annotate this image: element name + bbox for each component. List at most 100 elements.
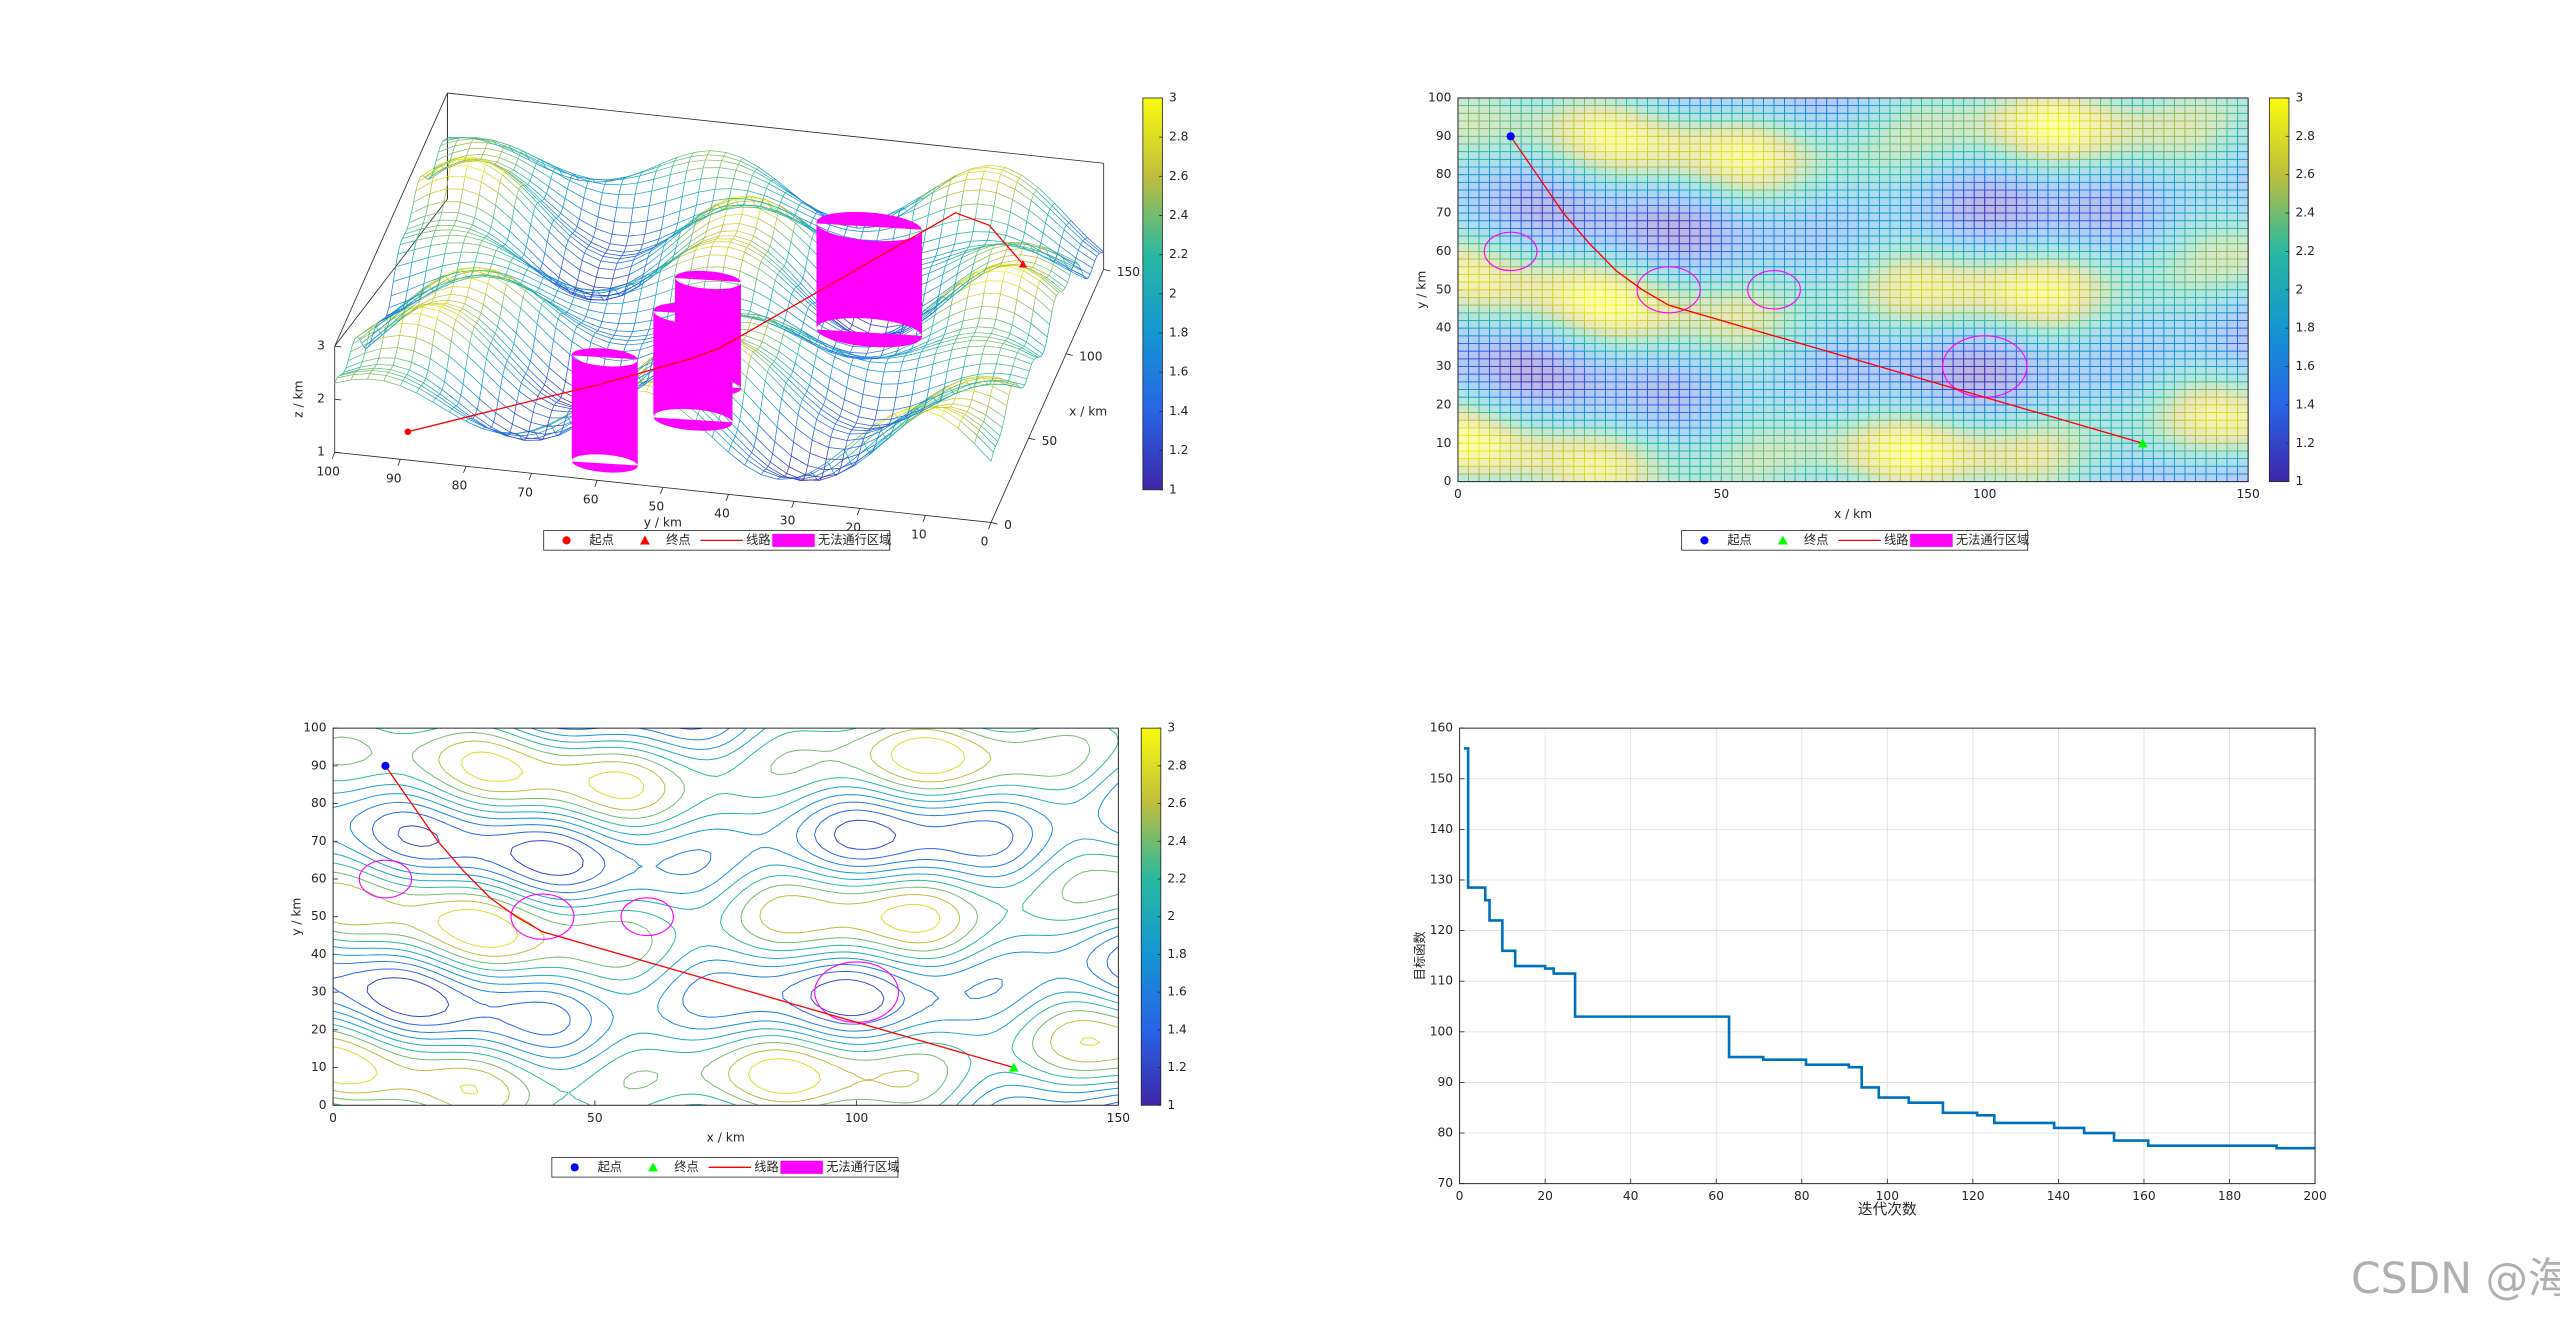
mesh-line — [429, 344, 433, 359]
mesh-line — [873, 436, 890, 451]
mesh-cell — [1583, 381, 1596, 390]
mesh-cell — [1615, 381, 1627, 390]
mesh-cell — [1552, 235, 1564, 245]
mesh-line — [768, 299, 772, 311]
mesh-line — [685, 241, 703, 252]
mesh-line — [504, 171, 522, 187]
mesh-line — [815, 347, 819, 356]
mesh-cell — [1468, 458, 1480, 467]
mesh-cell — [1583, 135, 1596, 145]
mesh-line — [542, 388, 559, 401]
mesh-line — [721, 155, 725, 161]
mesh-line — [747, 322, 751, 330]
mesh-line — [804, 390, 808, 396]
mesh-cell — [1573, 105, 1585, 114]
mesh-cell — [1457, 389, 1469, 398]
mesh-line — [602, 321, 619, 325]
mesh-line — [942, 264, 960, 275]
mesh-cell — [1510, 251, 1522, 260]
mesh-line — [979, 317, 996, 320]
mesh-line — [979, 178, 983, 190]
mesh-line — [557, 290, 574, 298]
mesh-line — [634, 182, 638, 195]
mesh-line — [437, 277, 441, 287]
mesh-line — [552, 427, 556, 433]
mesh-line — [735, 169, 753, 176]
mesh-line — [418, 313, 421, 325]
mesh-line — [355, 370, 373, 373]
mesh-cell — [1573, 327, 1585, 337]
mesh-line — [548, 224, 552, 232]
mesh-line — [855, 416, 859, 424]
mesh-cell — [1478, 120, 1490, 130]
mesh-line — [977, 363, 981, 375]
mesh-line — [497, 317, 501, 327]
mesh-line — [1056, 292, 1059, 296]
mesh-line — [772, 289, 790, 303]
mesh-cell — [1562, 204, 1575, 214]
mesh-cell — [1573, 266, 1585, 275]
mesh-cell — [1489, 327, 1501, 337]
mesh-line — [849, 429, 853, 435]
mesh-cell — [1468, 212, 1480, 222]
mesh-line — [400, 300, 418, 312]
mesh-cell — [1478, 289, 1490, 298]
mesh-cell — [1499, 204, 1512, 214]
mesh-cell — [1510, 97, 1522, 107]
mesh-cell — [1552, 181, 1564, 191]
mesh-line — [1067, 275, 1071, 283]
mesh-line — [775, 322, 779, 327]
mesh-cell — [1468, 435, 1480, 444]
mesh-line — [460, 242, 464, 253]
mesh-line — [441, 381, 445, 390]
mesh-line — [474, 415, 492, 428]
mesh-line — [777, 270, 780, 275]
mesh-line — [719, 160, 723, 168]
mesh-cell — [1531, 289, 1543, 298]
mesh-line — [484, 235, 487, 239]
mesh-line — [569, 341, 573, 355]
mesh-line — [485, 161, 489, 165]
x-tick-label: 0 — [1454, 487, 1462, 501]
mesh-line — [977, 326, 994, 329]
mesh-line — [831, 347, 835, 352]
mesh-line — [462, 303, 466, 309]
mesh-line — [1082, 238, 1086, 242]
mesh-line — [803, 314, 807, 323]
mesh-line — [936, 403, 954, 407]
mesh-line — [709, 246, 713, 255]
mesh-line — [607, 288, 611, 296]
mesh-line — [551, 353, 568, 369]
mesh-line — [771, 208, 789, 217]
mesh-line — [583, 316, 587, 322]
mesh-line — [1021, 174, 1039, 188]
mesh-line — [1002, 271, 1006, 282]
mesh-line — [1028, 364, 1032, 372]
mesh-cell — [1605, 427, 1617, 436]
mesh-cell — [1499, 458, 1512, 467]
mesh-cell — [1583, 197, 1596, 206]
mesh-cell — [1531, 458, 1543, 467]
mesh-cell — [1562, 320, 1575, 329]
mesh-line — [757, 207, 774, 213]
mesh-line — [961, 253, 965, 259]
mesh-line — [965, 178, 983, 181]
mesh-line — [817, 333, 821, 340]
mesh-line — [811, 428, 815, 441]
mesh-line — [486, 232, 490, 237]
colorbar-tick-label: 3 — [1169, 90, 1177, 104]
mesh-line — [1041, 247, 1059, 255]
mesh-line — [592, 332, 596, 337]
mesh-line — [569, 180, 587, 189]
mesh-line — [472, 217, 476, 225]
mesh-line — [948, 309, 966, 317]
mesh-line — [574, 230, 592, 243]
mesh-line — [1045, 222, 1063, 238]
mesh-line — [640, 243, 657, 251]
mesh-line — [860, 406, 878, 411]
mesh-line — [751, 301, 769, 311]
mesh-cell — [1468, 320, 1480, 329]
mesh-line — [749, 302, 753, 312]
mesh-cell — [1489, 435, 1501, 444]
mesh-line — [602, 192, 619, 196]
